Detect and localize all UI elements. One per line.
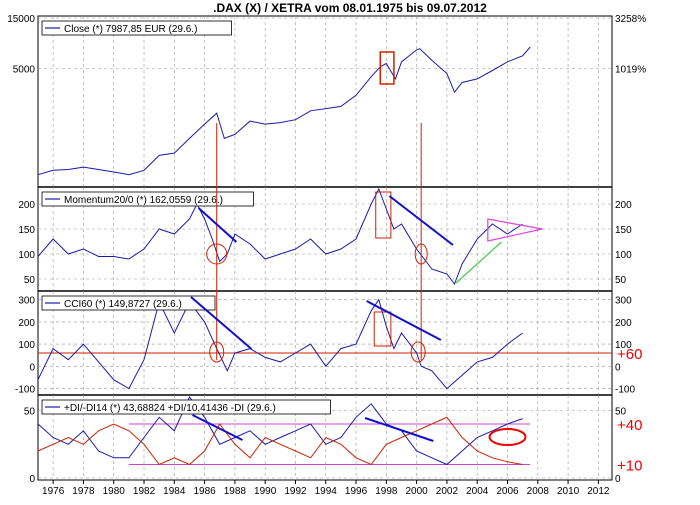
reference-line-label: +40 [617,417,642,434]
y-tick-label-right: 100 [615,340,632,351]
x-tick-label: 2002 [436,486,459,497]
y-tick-label-left: 200 [18,318,35,329]
legend-box [41,20,232,36]
trendline [364,417,434,442]
annotation-box [373,311,392,347]
x-tick-label: 1990 [254,486,277,497]
y-tick-label-right: 150 [615,225,632,236]
series-line [37,187,523,286]
trendline [366,300,442,341]
trendline [197,207,238,243]
x-tick-label: 2012 [587,486,610,497]
legend-label: +DI/-DI14 (*) 43,68824 +DI/10,41436 -DI … [64,403,276,414]
annotation-box [375,191,392,239]
plot-frame [37,15,613,481]
y-tick-label-right: 200 [615,318,632,329]
y-tick-label-right: 50 [615,275,627,286]
annotation-circle [206,243,228,265]
series-line [37,416,523,466]
series-line [37,396,523,466]
trendline [192,414,243,441]
chart-title: .DAX (X) / XETRA vom 08.01.1975 bis 09.0… [213,1,487,15]
trendline [190,296,253,350]
x-tick-label: 1992 [284,486,307,497]
x-tick-label: 2004 [466,486,489,497]
annotation-circle [209,341,225,363]
series-line [37,46,531,176]
y-tick-label-right: 0 [615,362,621,373]
y-tick-label-left: -100 [15,385,35,396]
x-tick-label: 2006 [496,486,519,497]
x-tick-label: 1994 [315,486,338,497]
reference-line-label: +60 [617,346,642,363]
x-tick-label: 1980 [103,486,126,497]
triangle-pattern [487,218,543,242]
y-tick-label-left: 15000 [7,14,35,25]
annotation-circle [414,243,428,265]
legend-box [41,295,216,311]
annotation-circle [410,341,426,363]
y-tick-label-left: 150 [18,225,35,236]
x-tick-label: 2000 [406,486,429,497]
annotation-box [379,51,395,85]
x-tick-label: 1998 [375,486,398,497]
legend-box [41,191,254,207]
y-tick-label-left: 300 [18,296,35,307]
x-tick-label: 1984 [163,486,186,497]
legend-box [41,399,331,415]
reference-line-label: +10 [617,458,642,475]
y-tick-label-right: 3258% [615,14,646,25]
x-tick-label: 1976 [42,486,65,497]
y-tick-label-left: 0 [29,474,35,485]
legend-label: CCI60 (*) 149,8727 (29.6.) [64,299,182,310]
x-tick-label: 1986 [193,486,216,497]
y-tick-label-left: 5000 [13,65,36,76]
legend-label: Close (*) 7987,85 EUR (29.6.) [64,24,197,35]
trendline [388,195,454,246]
y-tick-label-right: 100 [615,250,632,261]
y-tick-label-left: 50 [24,275,36,286]
x-tick-label: 1978 [72,486,95,497]
y-tick-label-left: 100 [18,340,35,351]
y-tick-label-left: 200 [18,200,35,211]
y-tick-label-left: 0 [29,362,35,373]
y-tick-label-left: 100 [18,250,35,261]
y-tick-label-right: 1019% [615,65,646,76]
x-tick-label: 2010 [557,486,580,497]
y-tick-label-right: 200 [615,200,632,211]
y-tick-label-right: -100 [615,385,635,396]
legend-label: Momentum20/0 (*) 162,0559 (29.6.) [64,195,223,206]
y-tick-label-left: 50 [24,407,36,418]
uptrend-line [455,241,502,284]
series-line [37,298,523,390]
x-tick-label: 2008 [527,486,550,497]
y-tick-label-right: 300 [615,296,632,307]
x-tick-label: 1982 [133,486,156,497]
x-tick-label: 1996 [345,486,368,497]
annotation-ellipse [488,428,527,446]
y-tick-label-right: 50 [615,407,627,418]
x-tick-label: 1988 [224,486,247,497]
y-tick-label-right: 0 [615,474,621,485]
